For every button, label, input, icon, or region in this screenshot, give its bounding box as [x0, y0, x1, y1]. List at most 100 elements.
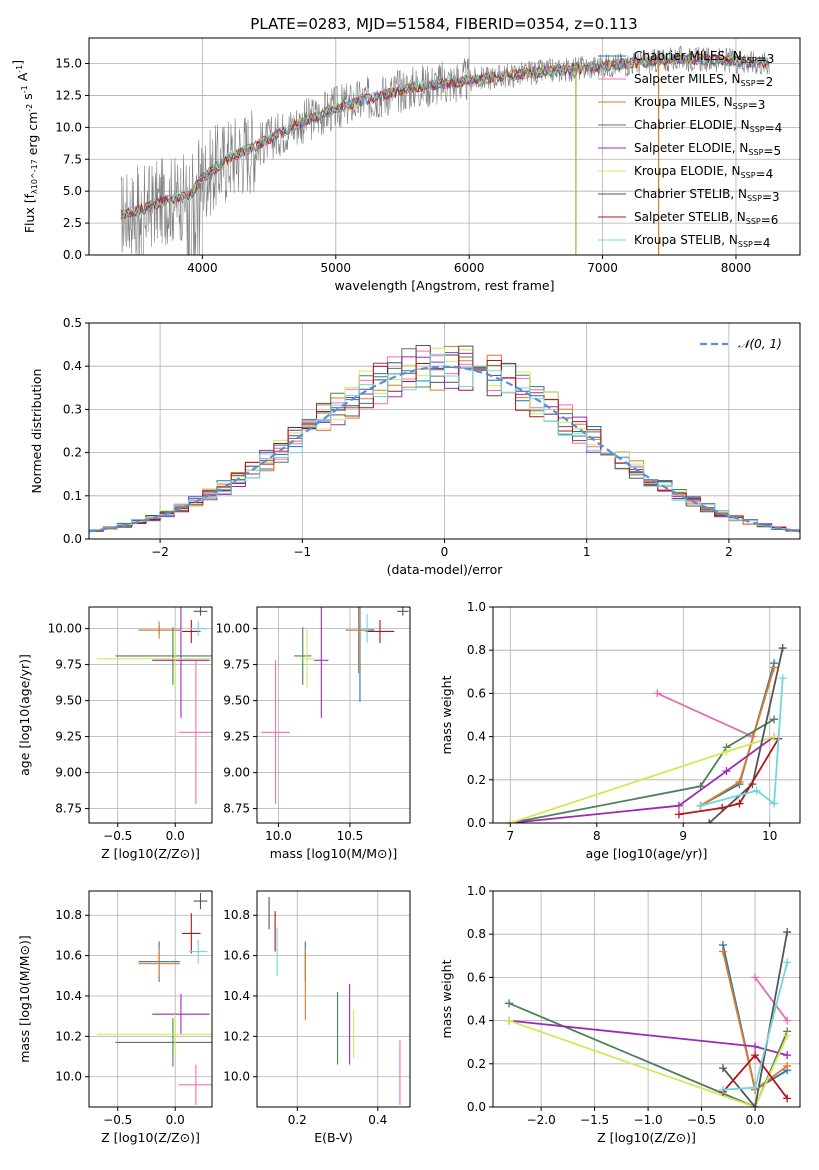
point-chabrier_elodie — [115, 627, 212, 685]
x-axis-label: Z [log10(Z/Z⊙)] — [101, 1130, 200, 1145]
point-salpeter_elodie — [152, 607, 210, 718]
model-kroupa_stelib — [120, 52, 770, 220]
y-tick-label: 10.00 — [48, 622, 82, 636]
point-chabrier_stelib — [193, 893, 208, 910]
point-salpeter_miles — [178, 660, 212, 805]
marker-salpeter_miles_line — [751, 973, 760, 982]
y-tick-label: 10.6 — [223, 949, 250, 963]
point-kroupa_elodie — [299, 630, 315, 688]
y-tick-label: 10.8 — [223, 908, 250, 922]
marker-chabrier_stelib — [718, 1064, 727, 1073]
point-kroupa_miles — [347, 607, 370, 674]
figure-title: PLATE=0283, MJD=51584, FIBERID=0354, z=0… — [250, 15, 637, 33]
y-tick-label: 0.0 — [467, 1100, 486, 1114]
marker-kroupa_stelib — [783, 958, 792, 967]
marker-kroupa_elodie — [783, 1031, 792, 1040]
marker-kroupa_elodie — [770, 732, 779, 741]
y-tick-label: 0.0 — [467, 816, 486, 830]
y-tick-label: 8.75 — [223, 802, 250, 816]
line-kroupa_stelib — [700, 678, 784, 807]
y-tick-label: 10.0 — [55, 1070, 82, 1084]
y-tick-label: 1.0 — [467, 884, 486, 898]
plot-area-age_vs_mass — [261, 607, 409, 805]
x-tick-label: 9 — [679, 829, 687, 843]
marker-kroupa_stelib — [752, 786, 761, 795]
x-tick-label: 7000 — [587, 261, 618, 275]
x-tick-label: −2 — [151, 545, 169, 559]
line-salpeter_miles_line — [754, 976, 788, 1022]
y-tick-label: 9.00 — [55, 766, 82, 780]
marker-salpeter_stelib — [674, 810, 683, 819]
legend-label-normal: 𝒩(0, 1) — [738, 337, 782, 351]
y-tick-label: 0.2 — [63, 446, 82, 460]
point-kroupa_stelib — [359, 614, 375, 643]
marker-chabrier_stelib — [778, 644, 787, 653]
y-tick-label: 0.4 — [467, 1014, 486, 1028]
axes-frame — [492, 890, 801, 1108]
y-axis-label: age [log10(age/yr)] — [17, 654, 32, 776]
axes-age_vs_mass: 10.0 10.5 8.75 9.00 9.25 9.50 9.75 10.00 mass [l… — [216, 606, 411, 861]
legend-label-kroupa_miles: Kroupa MILES, NSSP=3 — [634, 95, 765, 112]
model-salpeter_elodie — [120, 53, 770, 217]
plot-area-residual_distribution — [89, 345, 800, 533]
y-tick-label: 7.5 — [63, 152, 82, 166]
legend: Chabrier MILES, NSSP=3 Salpeter MILES, NS… — [598, 49, 782, 250]
y-tick-label: 9.00 — [223, 766, 250, 780]
y-tick-label: 15.0 — [55, 57, 82, 71]
plot-area-mass_weight_vs_Z — [505, 928, 792, 1107]
axes-frame — [492, 606, 801, 824]
plot-area-age_vs_Z — [97, 607, 212, 805]
axes-frame — [88, 37, 801, 256]
axes-mass_vs_ebv: 0.2 0.4 10.0 10.2 10.4 10.6 10.8 E(B-V) — [223, 890, 411, 1145]
legend-label-chabrier_stelib: Chabrier STELIB, NSSP=3 — [634, 187, 780, 204]
y-tick-label: 10.4 — [223, 989, 250, 1003]
x-tick-label: 4000 — [187, 261, 218, 275]
plot-area-spectrum — [120, 45, 770, 255]
plot-area-mass_vs_ebv — [268, 897, 401, 1105]
marker-kroupa_elodie — [722, 747, 731, 756]
x-tick-label: 7 — [506, 829, 514, 843]
x-tick-label: −1.5 — [580, 1113, 609, 1127]
y-tick-label: 10.6 — [55, 949, 82, 963]
marker-kroupa_stelib — [718, 1085, 727, 1094]
marker-kroupa_miles — [783, 1061, 792, 1070]
point-salpeter_elodie — [152, 993, 210, 1035]
normal-curve — [89, 365, 800, 533]
legend-label-kroupa_elodie: Kroupa ELODIE, NSSP=4 — [634, 164, 773, 181]
marker-kroupa_miles — [718, 947, 727, 956]
x-axis-label: mass [log10(M/M⊙)] — [270, 846, 398, 861]
axes-spectrum: 4000 5000 6000 7000 8000 0.0 2.5 5.0 7.5 10.0 12.5… — [10, 37, 801, 293]
y-tick-label: 0.6 — [467, 970, 486, 984]
y-tick-label: 0.8 — [467, 927, 486, 941]
point-kroupa_stelib — [189, 939, 208, 964]
x-tick-label: 0.2 — [288, 1113, 307, 1127]
axes-mass_weight_vs_Z: −2.0 −1.5 −1.0 −0.5 0.0 0.0 0.2 0.4 0.6 0.8 1.0 Z [… — [439, 884, 801, 1145]
y-axis-label: mass weight — [439, 675, 454, 754]
axes-frame — [88, 890, 213, 1108]
point-salpeter_stelib — [182, 619, 201, 643]
y-tick-label: 0.1 — [63, 489, 82, 503]
axes-mass_vs_Z: −0.5 0.0 10.0 10.2 10.4 10.6 10.8 Z [log10(Z/Z⊙… — [17, 890, 213, 1145]
x-tick-label: −1.0 — [634, 1113, 663, 1127]
legend-label-chabrier_elodie: Chabrier ELODIE, NSSP=4 — [634, 118, 782, 135]
point-kroupa_elodie — [97, 1014, 212, 1055]
legend-label-salpeter_elodie: Salpeter ELODIE, NSSP=5 — [634, 141, 781, 158]
point-salpeter_stelib — [365, 619, 395, 643]
y-axis-label: mass weight — [439, 959, 454, 1038]
x-tick-label: −0.5 — [103, 1113, 132, 1127]
hist-kroupa_stelib — [89, 353, 800, 531]
x-tick-label: 0.0 — [166, 1113, 185, 1127]
point-kroupa_miles — [138, 947, 180, 980]
marker-salpeter_elodie — [674, 801, 683, 810]
y-tick-label: 1.0 — [467, 600, 486, 614]
legend-label-salpeter_stelib: Salpeter STELIB, NSSP=6 — [634, 210, 778, 227]
y-tick-label: 0.5 — [63, 316, 82, 330]
line-chabrier_elodie — [510, 718, 775, 823]
line-kroupa_elodie — [508, 1019, 789, 1107]
y-tick-label: 10.0 — [55, 120, 82, 134]
point-kroupa_stelib — [189, 621, 208, 636]
legend-label-chabrier_miles: Chabrier MILES, NSSP=3 — [634, 49, 774, 66]
y-tick-label: 0.3 — [63, 402, 82, 416]
y-axis-label: Flux [fλ10^-17 erg cm-2 s-1 A-1] — [10, 60, 40, 233]
x-tick-label: −1 — [293, 545, 311, 559]
